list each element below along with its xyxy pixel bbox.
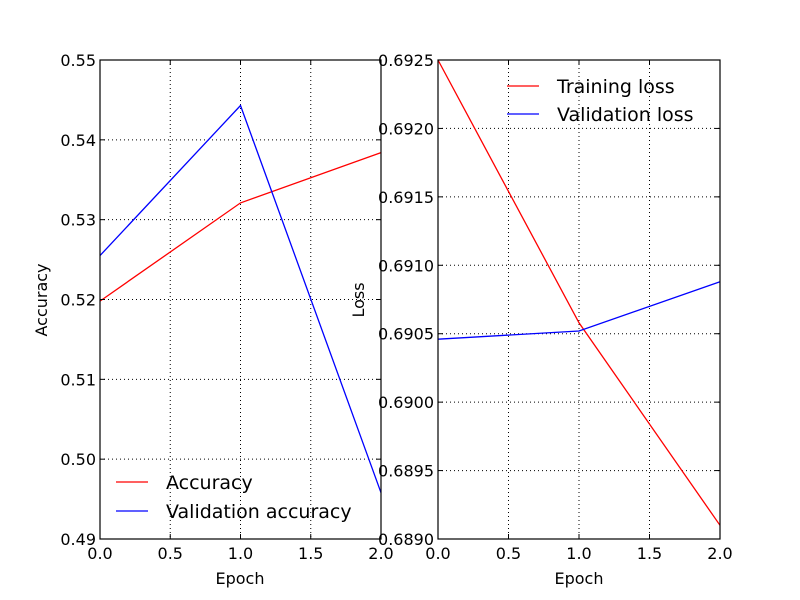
accuracy-y-tick-label: 0.52 bbox=[60, 291, 96, 310]
loss-x-tick-label: 1.0 bbox=[566, 544, 591, 563]
loss-y-tick-label: 0.6890 bbox=[378, 530, 434, 549]
loss-x-tick-label: 1.5 bbox=[637, 544, 662, 563]
loss-x-tick-labels: 0.0 0.5 1.0 1.5 2.0 bbox=[425, 544, 732, 563]
legend-label-validation-loss: Validation loss bbox=[557, 104, 694, 126]
accuracy-y-tick-labels: 0.49 0.50 0.51 0.52 0.53 0.54 0.55 bbox=[60, 51, 96, 549]
loss-y-tick-label: 0.6905 bbox=[378, 325, 434, 344]
loss-y-tick-label: 0.6895 bbox=[378, 462, 434, 481]
legend-label-accuracy: Accuracy bbox=[166, 472, 253, 494]
accuracy-y-tick-label: 0.50 bbox=[60, 450, 96, 469]
series-line-validation-accuracy bbox=[99, 104, 382, 493]
accuracy-x-axis-label: Epoch bbox=[216, 569, 265, 588]
loss-legend: Training loss Validation loss bbox=[507, 76, 694, 126]
loss-x-tick-label: 2.0 bbox=[707, 544, 732, 563]
loss-y-tick-label: 0.6900 bbox=[378, 393, 434, 412]
loss-chart: 0.0 0.5 1.0 1.5 2.0 0.6890 0.6895 0.6900 0.6905… bbox=[349, 51, 733, 588]
accuracy-series-lines bbox=[99, 104, 382, 493]
accuracy-x-tick-labels: 0.0 0.5 1.0 1.5 2.0 bbox=[87, 544, 393, 563]
loss-ticks bbox=[437, 59, 721, 540]
accuracy-y-axis-label: Accuracy bbox=[32, 263, 51, 336]
series-line-accuracy bbox=[99, 151, 382, 302]
accuracy-x-tick-label: 2.0 bbox=[368, 544, 393, 563]
loss-y-tick-label: 0.6910 bbox=[378, 256, 434, 275]
accuracy-ticks bbox=[99, 59, 382, 540]
accuracy-y-tick-label: 0.49 bbox=[60, 530, 96, 549]
legend-label-validation-accuracy: Validation accuracy bbox=[166, 501, 352, 523]
accuracy-x-tick-label: 1.0 bbox=[228, 544, 253, 563]
loss-y-axis-label: Loss bbox=[349, 282, 368, 317]
loss-y-tick-label: 0.6925 bbox=[378, 51, 434, 70]
series-line-training-loss bbox=[437, 59, 721, 526]
accuracy-legend: Accuracy Validation accuracy bbox=[116, 472, 352, 523]
series-line-validation-loss bbox=[437, 281, 721, 340]
accuracy-chart: 0.0 0.5 1.0 1.5 2.0 0.49 0.50 0.51 0.52 0.53 0.54… bbox=[32, 51, 394, 588]
accuracy-x-tick-label: 0.0 bbox=[87, 544, 112, 563]
legend-label-training-loss: Training loss bbox=[556, 76, 675, 98]
accuracy-y-tick-label: 0.55 bbox=[60, 51, 96, 70]
loss-y-tick-label: 0.6915 bbox=[378, 188, 434, 207]
loss-y-tick-label: 0.6920 bbox=[378, 119, 434, 138]
loss-y-tick-labels: 0.6890 0.6895 0.6900 0.6905 0.6910 0.6915 0.69… bbox=[378, 51, 434, 549]
accuracy-x-tick-label: 1.5 bbox=[298, 544, 323, 563]
accuracy-y-tick-label: 0.54 bbox=[60, 131, 96, 150]
loss-x-tick-label: 0.0 bbox=[425, 544, 450, 563]
accuracy-x-tick-label: 0.5 bbox=[158, 544, 183, 563]
loss-x-axis-label: Epoch bbox=[555, 569, 604, 588]
loss-x-tick-label: 0.5 bbox=[496, 544, 521, 563]
loss-series-lines bbox=[437, 59, 721, 526]
accuracy-y-tick-label: 0.53 bbox=[60, 211, 96, 230]
accuracy-y-tick-label: 0.51 bbox=[60, 370, 96, 389]
